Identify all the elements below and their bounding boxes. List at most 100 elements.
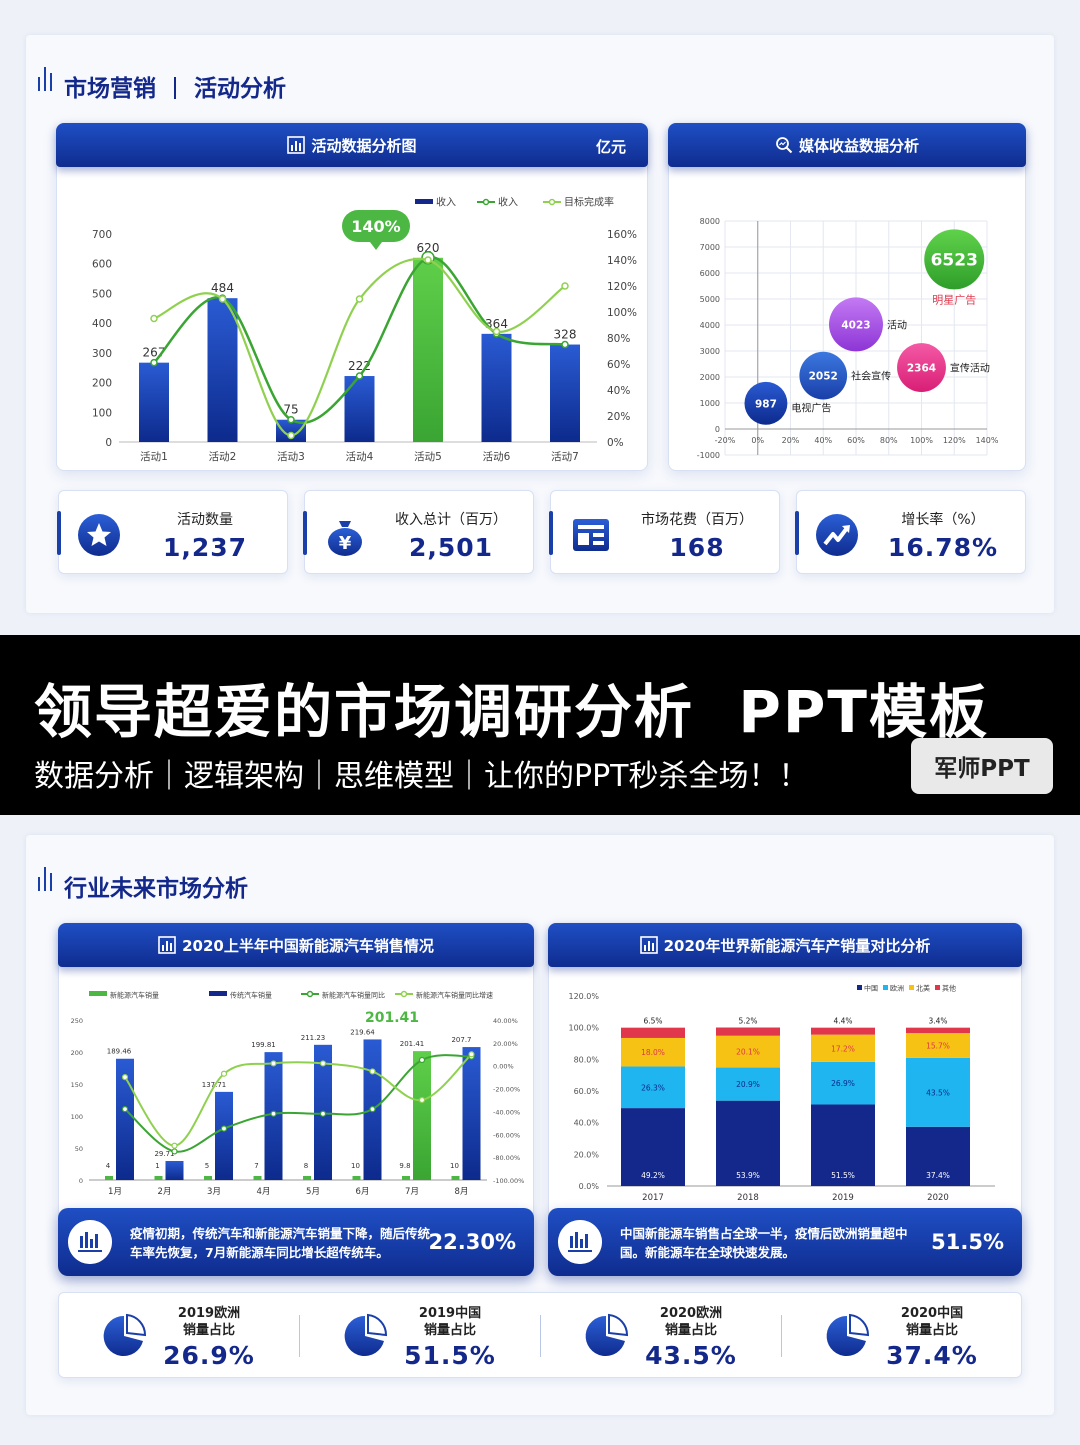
legend-marker	[482, 198, 490, 206]
bar-value-label: 10	[450, 1162, 459, 1170]
kpi-accent-bar	[549, 511, 553, 555]
bar-chart-icon	[158, 936, 176, 954]
legend-label: 收入	[436, 196, 456, 209]
note-value: 51.5%	[931, 1230, 1004, 1254]
y-tick-label: 200	[92, 378, 112, 390]
brand-button[interactable]: 军师PPT	[911, 738, 1053, 794]
stack-segment	[906, 1126, 970, 1186]
x-tick-label: 2018	[737, 1193, 759, 1203]
bar-value-label: 5	[205, 1162, 209, 1170]
point-target-rate	[561, 282, 569, 290]
y2-tick-label: 0%	[607, 437, 624, 449]
y-tick-label: 20.0%	[574, 1150, 600, 1159]
point-nev-yoy	[171, 1148, 178, 1155]
callout-label: 140%	[351, 217, 400, 236]
kpi-value: 168	[669, 533, 725, 562]
title-deco-icon	[36, 857, 60, 891]
world-nev-title: 2020年世界新能源汽车产销量对比分析	[663, 936, 931, 955]
x-tick-label: 2月	[158, 1187, 172, 1197]
stack-value-label: 17.2%	[831, 1044, 855, 1053]
kpi-label: 收入总计（百万）	[395, 512, 507, 528]
y2-tick-label: -100.00%	[493, 1177, 524, 1185]
document-icon	[573, 519, 609, 551]
stack-segment	[621, 1037, 685, 1067]
y2-tick-label: 60%	[607, 359, 630, 371]
y-tick-label: 50	[75, 1145, 83, 1153]
world-nev-stacked-chart: 0.0% 20.0% 40.0% 60.0% 80.0% 100.0% 120.0% 2017…	[568, 984, 995, 1203]
bubble	[829, 297, 883, 352]
point-nev-yoy	[220, 1125, 228, 1132]
point-target-rate	[424, 256, 432, 264]
bar-traditional	[462, 1047, 481, 1180]
kpi-growth-rate: 增长率（%） 16.78%	[795, 490, 1026, 574]
bubble-label: 社会宣传	[851, 370, 891, 383]
kpi-label: 活动数量	[177, 512, 233, 528]
stack-value-label: 51.5%	[831, 1171, 855, 1180]
note-text: 疫情初期，传统汽车和新能源汽车销量下降，随后传统车率先恢复，7月新能源车同比增长…	[130, 1226, 431, 1260]
page-title: 市场营销 活动分析	[64, 69, 286, 103]
stack-value-label: 26.3%	[641, 1083, 665, 1092]
bar-value-label: 8	[304, 1162, 308, 1170]
point-nev-yoy-growth	[270, 1060, 277, 1067]
bar-value-label: 1	[155, 1162, 159, 1170]
point-target-rate	[287, 431, 295, 440]
point-nev-yoy	[369, 1106, 376, 1113]
y-tick-label: 0.0%	[579, 1182, 600, 1191]
y-tick-label: 8000	[700, 217, 720, 226]
pie-chart-icon	[103, 1313, 147, 1356]
x-tick-label: 1月	[108, 1187, 122, 1197]
search-chart-icon	[776, 137, 793, 154]
point-target-rate	[218, 295, 227, 303]
bar-nev	[303, 1176, 311, 1180]
y-tick-label: 200	[71, 1049, 83, 1057]
y-tick-label: 0	[79, 1177, 83, 1185]
star-icon	[78, 514, 120, 556]
point-nev-yoy-growth	[468, 1051, 475, 1058]
bar-traditional	[165, 1160, 184, 1180]
y-tick-label: 0	[105, 437, 112, 449]
stack-segment	[906, 1057, 970, 1127]
kpi-revenue-total: ¥ 收入总计（百万） 2,501	[303, 490, 534, 574]
y-tick-label: 3000	[700, 347, 720, 356]
kpi-value: 1,237	[162, 533, 248, 562]
callout-pointer	[370, 242, 382, 250]
y-tick-label: 120.0%	[568, 992, 599, 1001]
x-tick-label: 100%	[910, 436, 933, 445]
china-nev-header: 2020上半年中国新能源汽车销售情况	[58, 923, 534, 967]
y-tick-label: 100	[71, 1113, 83, 1121]
callout-label: 201.41	[365, 1010, 419, 1026]
world-nev-header: 2020年世界新能源汽车产销量对比分析	[548, 923, 1022, 967]
y-tick-label: 80.0%	[574, 1055, 600, 1064]
y-tick-label: 40.0%	[574, 1119, 600, 1128]
bar-value-label: 201.41	[400, 1040, 425, 1048]
title-left: 市场营销	[64, 76, 156, 102]
kpi-accent-bar	[795, 511, 799, 555]
stack-value-label: 20.9%	[736, 1080, 760, 1089]
x-tick-label: 2019	[832, 1193, 854, 1203]
y2-tick-label: -40.00%	[493, 1108, 520, 1116]
bar-nev	[402, 1176, 410, 1180]
stat-value: 26.9%	[163, 1341, 255, 1370]
stat-label: 2020欧洲 销量占比	[641, 1305, 741, 1339]
x-tick-label: 8月	[455, 1187, 469, 1197]
x-tick-label: 2020	[927, 1193, 949, 1203]
y-tick-label: 250	[71, 1017, 83, 1025]
banner-title: 领导超爱的市场调研分析 PPT模板	[34, 678, 989, 746]
title-right: 活动分析	[194, 76, 287, 102]
stack-value-label: 6.5%	[643, 1017, 662, 1026]
note-left: 疫情初期，传统汽车和新能源汽车销量下降，随后传统车率先恢复，7月新能源车同比增长…	[58, 1208, 534, 1276]
point-nev-yoy	[418, 1056, 426, 1064]
stack-value-label: 3.4%	[928, 1017, 947, 1026]
stack-value-label: 53.9%	[736, 1171, 760, 1180]
point-revenue	[150, 358, 158, 367]
kpi-label: 市场花费（百万）	[641, 512, 753, 528]
legend-swatch	[909, 985, 914, 990]
bubble-value: 2052	[809, 371, 838, 383]
kpi-value: 2,501	[408, 533, 494, 562]
activity-chart-header: 活动数据分析图 亿元	[56, 123, 648, 167]
bar-traditional	[116, 1058, 134, 1180]
x-tick-label: 0%	[751, 436, 764, 445]
stat-value: 43.5%	[645, 1341, 737, 1370]
y-tick-label: 60.0%	[574, 1087, 600, 1096]
x-tick-label: 活动3	[277, 451, 305, 463]
